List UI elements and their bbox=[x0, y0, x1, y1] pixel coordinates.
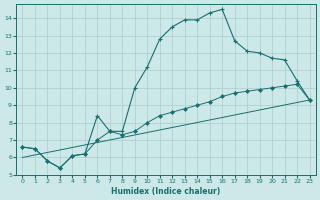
X-axis label: Humidex (Indice chaleur): Humidex (Indice chaleur) bbox=[111, 187, 221, 196]
